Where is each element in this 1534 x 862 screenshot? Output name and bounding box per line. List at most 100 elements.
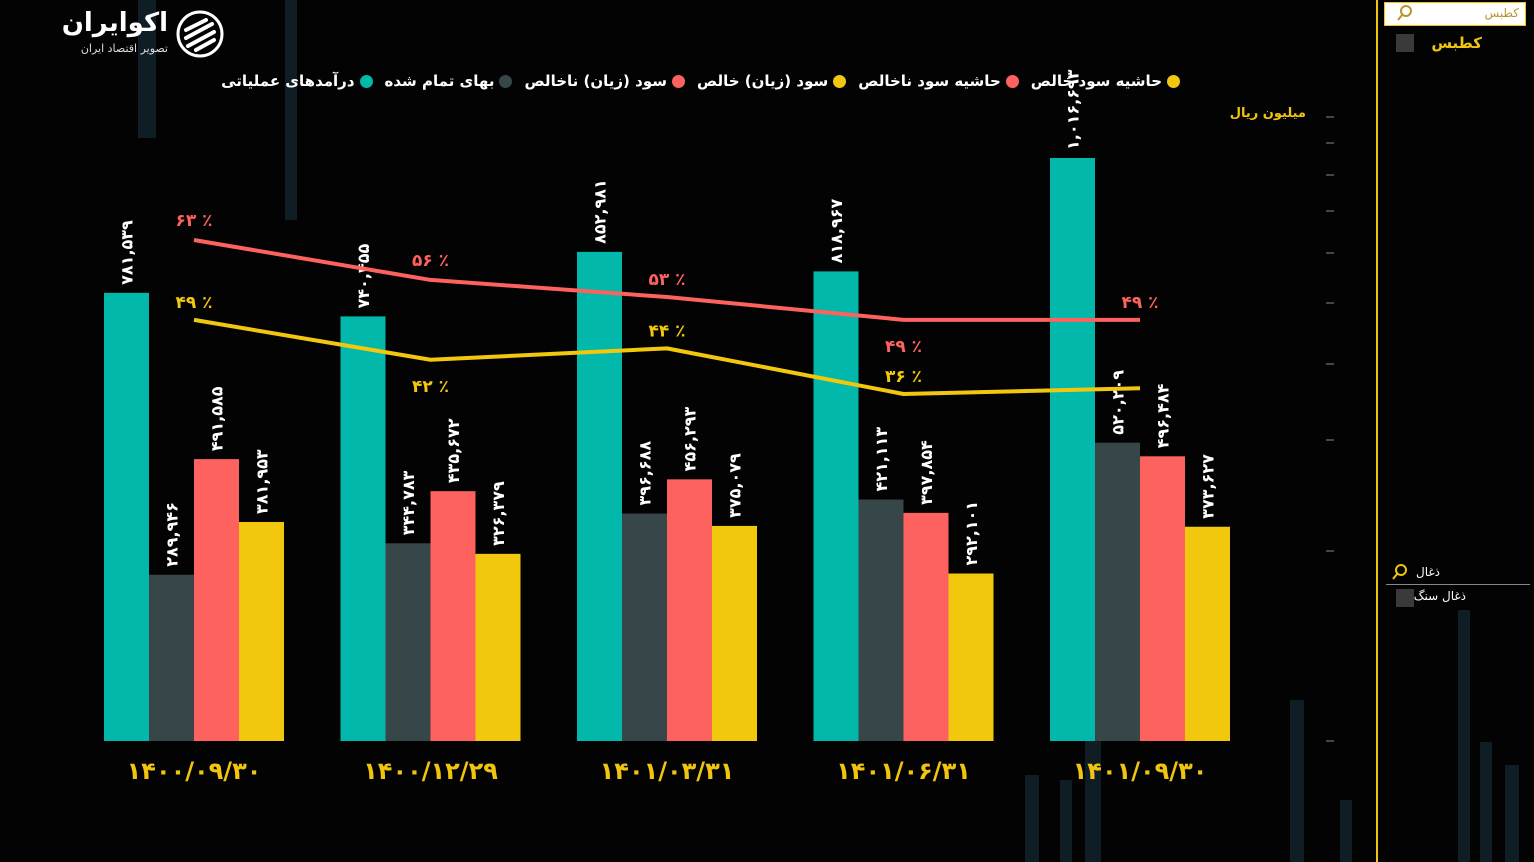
bar-value-label: ۴۵۶,۲۹۳ (681, 406, 700, 471)
legend-swatch (1005, 74, 1019, 88)
margin-labels-layer: ۶۳ ٪ ۵۶ ٪ ۵۳ ٪ ۴۹ ٪ ۴۹ ٪ ۴۹ ٪ ۴۲ ٪ ۴۴ ٪ ۳۶ ٪ (175, 211, 1158, 397)
category-label: ۱۴۰۰/۱۲/۲۹ (363, 757, 498, 785)
slicer-panel: کطبس کطبس ذغال ذغال سنگ (1376, 0, 1534, 862)
margin-label: ۵۳ ٪ (648, 270, 685, 290)
legend-item[interactable]: سود (زیان) ناخالص (524, 72, 685, 90)
bg-deco-bar (138, 0, 156, 138)
line-gross_margin[interactable] (193, 238, 1140, 322)
category-label: ۱۴۰۱/۰۳/۳۱ (600, 757, 735, 785)
category-label: ۱۴۰۱/۰۹/۳۰ (1073, 757, 1208, 785)
margin-label: ۳۶ ٪ (885, 367, 922, 387)
brand-logo: اکوایران تصویر اقتصاد ایران (40, 6, 230, 62)
bar-revenue[interactable] (340, 316, 386, 741)
chart-legend: حاشیه سود خالص حاشیه سود ناخالص سود (زیان)… (200, 68, 1180, 94)
bar-value-label: ۳۷۵,۰۷۹ (726, 453, 745, 518)
legend-label: حاشیه سود ناخالص (858, 72, 1001, 90)
margin-lines-layer (193, 238, 1141, 396)
bar-value-label: ۴۹۱,۵۸۵ (208, 386, 227, 451)
legend-item[interactable]: بهای تمام شده (385, 72, 513, 90)
y-axis-ticks (1326, 116, 1334, 742)
background-decoration (138, 0, 1519, 862)
bar-gross_profit[interactable] (194, 459, 239, 741)
bar-net_profit[interactable] (239, 521, 284, 741)
slicer-search-box[interactable]: کطبس (1384, 2, 1526, 26)
slicer-search-placeholder-2: ذغال (1416, 565, 1440, 579)
line-net_margin[interactable] (193, 317, 1141, 396)
bar-net_profit[interactable] (1185, 526, 1230, 741)
bar-value-label: ۳۹۷,۸۵۴ (917, 440, 936, 505)
bar-cost[interactable] (1095, 442, 1140, 741)
margin-label: ۴۴ ٪ (648, 321, 685, 341)
search-icon-2 (1392, 564, 1407, 580)
bar-value-label: ۴۹۶,۴۸۴ (1154, 383, 1173, 448)
bar-revenue[interactable] (1050, 158, 1095, 741)
legend-label: سود (زیان) خالص (696, 72, 829, 90)
bar-gross_profit[interactable] (430, 491, 476, 741)
bar-gross_profit[interactable] (667, 479, 712, 741)
margin-label: ۴۹ ٪ (175, 293, 212, 313)
legend-swatch (833, 74, 847, 88)
category-label: ۱۴۰۱/۰۶/۳۱ (836, 757, 971, 785)
slicer-checkbox[interactable] (1396, 34, 1414, 52)
margin-label: ۶۳ ٪ (175, 211, 212, 231)
legend-label: حاشیه سود خالص (1030, 72, 1162, 90)
bg-deco-bar (1025, 775, 1039, 862)
x-axis-labels: ۱۴۰۰/۰۹/۳۰ ۱۴۰۰/۱۲/۲۹ ۱۴۰۱/۰۳/۳۱ ۱۴۰۱/۰۶/۳۱… (127, 757, 1208, 785)
bar-value-label: ۴۳۵,۶۷۲ (444, 418, 463, 483)
legend-swatch (499, 74, 513, 88)
bg-deco-bar (1340, 800, 1352, 862)
brand-name: اکوایران (61, 8, 168, 38)
legend-label: بهای تمام شده (384, 72, 495, 90)
bg-deco-bar (1060, 780, 1072, 862)
bar-cost[interactable] (149, 574, 194, 741)
bar-value-label: ۱,۰۱۶,۶۹۳ (1064, 69, 1083, 150)
bar-value-label: ۳۴۴,۷۸۳ (399, 470, 418, 535)
brand-mark-icon (176, 10, 224, 58)
bar-revenue[interactable] (813, 271, 859, 741)
legend-item[interactable]: حاشیه سود خالص (1031, 72, 1180, 90)
slicer-checkbox-2[interactable] (1396, 589, 1414, 607)
bar-value-label: ۳۸۱,۹۵۳ (253, 449, 272, 514)
bar-value-label: ۳۷۳,۶۲۷ (1199, 454, 1218, 519)
margin-label: ۴۹ ٪ (1121, 293, 1158, 313)
bg-deco-bar (1290, 700, 1304, 862)
bar-value-label: ۲۸۹,۹۴۶ (163, 502, 182, 567)
slicer-item-label-2: ذغال سنگ (1413, 589, 1466, 603)
category-label: ۱۴۰۰/۰۹/۳۰ (127, 757, 262, 785)
bar-labels-layer: ۷۸۱,۵۳۹ ۲۸۹,۹۴۶ ۴۹۱,۵۸۵ ۳۸۱,۹۵۳ ۷۴۰,۴۵۵ ۳۴۴,۷… (118, 69, 1218, 566)
bar-cost[interactable] (385, 543, 431, 741)
bar-value-label: ۵۲۰,۲۰۹ (1109, 370, 1128, 435)
search-icon (1397, 5, 1412, 21)
slicer-item[interactable]: کطبس (1394, 32, 1522, 52)
slicer-search-box-2[interactable]: ذغال (1386, 562, 1530, 585)
bar-value-label: ۷۴۰,۴۵۵ (354, 243, 373, 308)
unit-label: میلیون ریال (1229, 106, 1306, 121)
legend-item[interactable]: حاشیه سود ناخالص (858, 72, 1019, 90)
bg-deco-bar (1458, 610, 1470, 862)
bar-cost[interactable] (622, 513, 667, 741)
legend-label: درآمدهای عملیاتی (221, 72, 355, 90)
slicer-item-2[interactable]: ذغال سنگ (1394, 587, 1522, 607)
margin-label: ۵۶ ٪ (412, 251, 449, 271)
brand-tagline: تصویر اقتصاد ایران (80, 42, 168, 55)
bar-cost[interactable] (858, 499, 904, 741)
bars-layer (104, 158, 1230, 741)
legend-swatch (671, 74, 685, 88)
legend-item[interactable]: سود (زیان) خالص (696, 72, 847, 90)
bar-net_profit[interactable] (948, 573, 994, 741)
bg-deco-bar (285, 0, 297, 220)
bar-net_profit[interactable] (712, 525, 757, 741)
bg-deco-bar (1505, 765, 1519, 862)
legend-swatch (359, 74, 373, 88)
bar-gross_profit[interactable] (903, 512, 949, 741)
bar-revenue[interactable] (104, 292, 149, 741)
margin-label: ۴۹ ٪ (885, 337, 922, 357)
bar-revenue[interactable] (577, 251, 622, 741)
bar-value-label: ۲۹۲,۱۰۱ (962, 501, 981, 566)
bar-value-label: ۸۵۲,۹۸۱ (591, 179, 610, 244)
legend-item[interactable]: درآمدهای عملیاتی (221, 72, 373, 90)
bar-value-label: ۸۱۸,۹۶۷ (827, 198, 846, 263)
bar-net_profit[interactable] (475, 553, 521, 741)
bar-gross_profit[interactable] (1140, 456, 1185, 741)
